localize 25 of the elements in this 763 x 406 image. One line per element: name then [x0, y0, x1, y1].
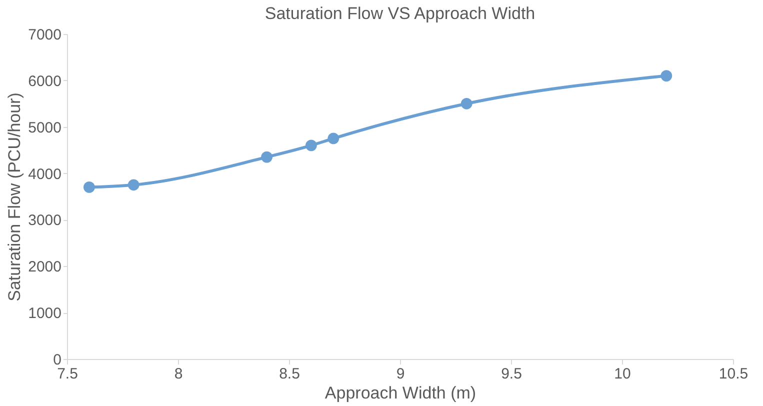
y-tick-label: 2000 — [28, 258, 62, 276]
point — [460, 98, 472, 110]
y-tick-label: 1000 — [28, 305, 62, 322]
y-axis-title: Saturation Flow (PCU/hour) — [5, 92, 24, 302]
x-tick-label: 10.5 — [718, 366, 748, 382]
x-tick-label: 8.5 — [279, 366, 300, 382]
x-tick-label: 10 — [614, 366, 631, 382]
point — [84, 182, 95, 193]
x-tick-label: 7.5 — [57, 366, 78, 382]
x-axis-title: Approach Width (m) — [324, 384, 476, 402]
y-tick-label: 7000 — [28, 26, 62, 44]
x-tick-label: 8 — [174, 366, 183, 382]
y-tick-label: 6000 — [28, 72, 62, 90]
x-tick-label: 9.5 — [501, 366, 522, 382]
y-tick-label: 3000 — [28, 212, 62, 230]
point — [261, 151, 272, 163]
point — [128, 179, 140, 191]
y-tick-label: 4000 — [28, 166, 62, 183]
x-tick-label: 9 — [396, 366, 405, 382]
y-tick-label: 0 — [53, 352, 62, 368]
y-tick-label: 5000 — [28, 119, 62, 136]
point — [328, 132, 340, 144]
point — [306, 140, 317, 152]
chart-title: Saturation Flow VS Approach Width — [264, 4, 536, 23]
point — [660, 70, 672, 82]
